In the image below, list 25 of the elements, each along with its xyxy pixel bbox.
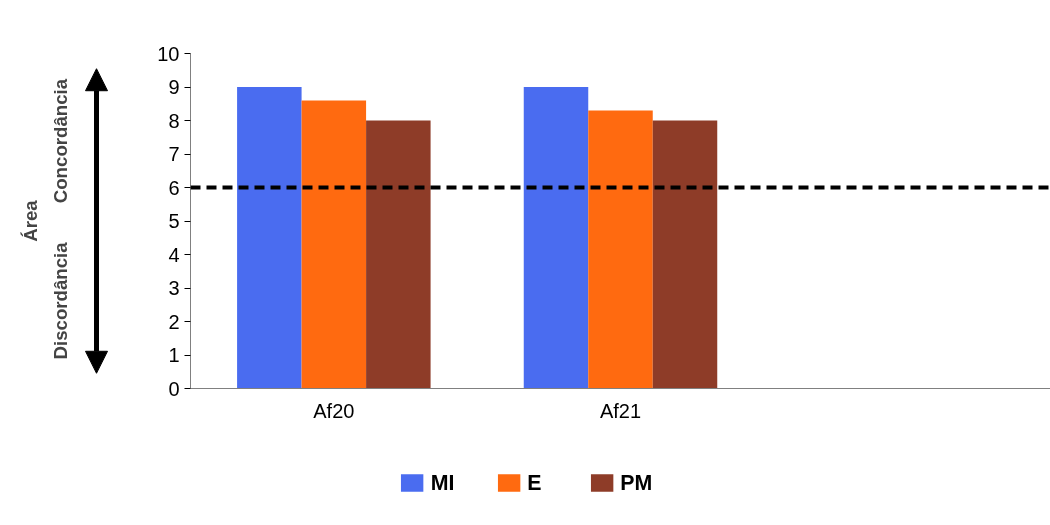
y-tick-label: 3 [168, 277, 180, 299]
bar [237, 87, 302, 389]
y-tick-label: 5 [168, 210, 180, 232]
bar [652, 120, 718, 389]
legend-label: MI [430, 470, 455, 495]
y-tick-label: 4 [168, 243, 180, 266]
bar [588, 110, 653, 389]
y-tick-label: 7 [168, 143, 180, 165]
bar [523, 87, 589, 389]
text: Concordância [50, 78, 71, 204]
x-tick-label: Af20 [313, 399, 355, 422]
y-tick-label: 6 [168, 176, 180, 199]
bar [366, 120, 431, 389]
y-tick-label: 10 [157, 42, 180, 65]
y-tick-label: 0 [168, 377, 180, 400]
legend-label: PM [620, 470, 653, 495]
bar [301, 100, 367, 389]
text: Área [20, 199, 41, 242]
x-tick-label: Af21 [599, 399, 642, 422]
y-tick-label: 2 [168, 310, 180, 333]
y-tick-label: 8 [168, 109, 180, 132]
text: Discordância [50, 241, 71, 360]
legend-label: E [527, 470, 543, 495]
y-tick-label: 9 [168, 76, 180, 98]
y-tick-label: 1 [168, 344, 180, 366]
